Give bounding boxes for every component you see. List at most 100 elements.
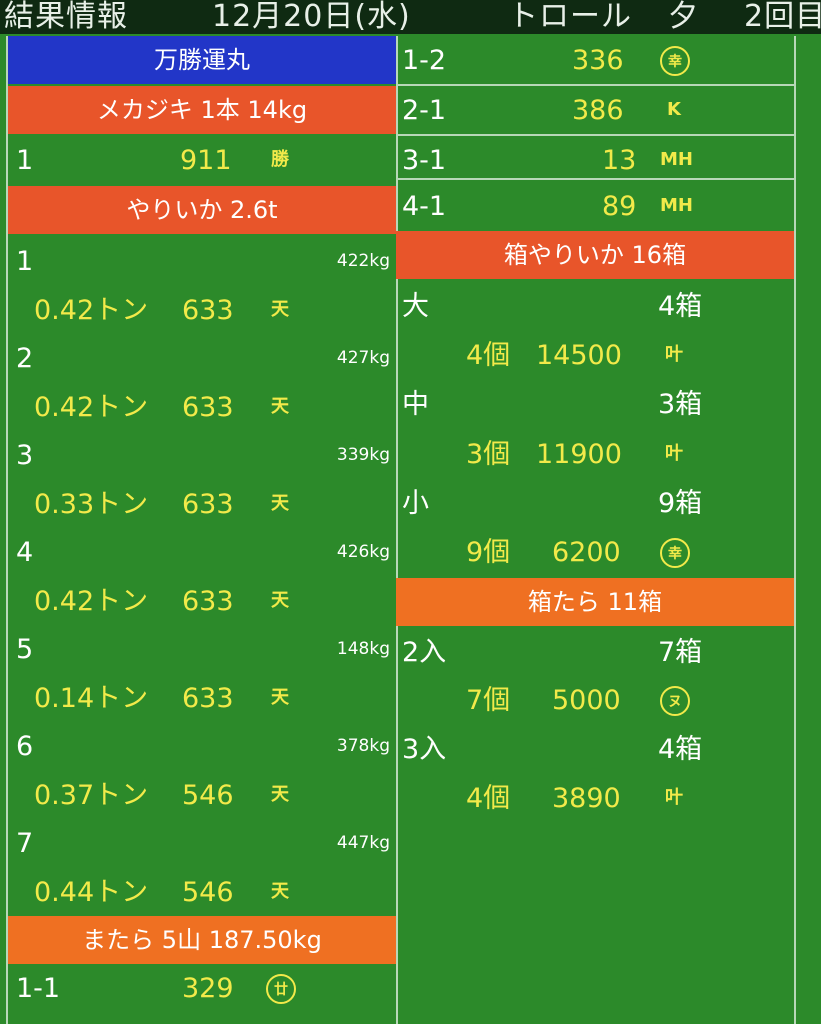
title-bar: 結果情報 12月20日(水) トロール 夕 2回目 <box>0 0 821 34</box>
yariika-item-line: 4 426kg <box>8 528 396 577</box>
lot-number: 1 <box>16 246 34 277</box>
buyer-mark-icon: 天 <box>271 687 289 708</box>
tonnage: 0.44トン <box>34 877 149 908</box>
price: 633 <box>182 295 234 326</box>
title-label: 結果情報 <box>4 0 128 34</box>
title-date: 12月20日(水) <box>212 0 411 34</box>
grade-row: 中 3箱 <box>396 380 794 429</box>
buyer-mark-icon: 幸 <box>660 538 690 568</box>
price: 329 <box>182 973 234 1004</box>
buyer-mark-icon: 叶 <box>665 787 683 808</box>
price: 546 <box>182 877 234 908</box>
grade-boxes: 7箱 <box>658 637 703 668</box>
buyer-mark-icon: 廿 <box>266 974 296 1004</box>
buyer-mark-icon: 叶 <box>665 443 683 464</box>
grade-size: 2入 <box>402 637 447 668</box>
lot-number: 2-1 <box>402 95 447 126</box>
buyer-mark-icon: 天 <box>271 396 289 417</box>
lot-weight: 422kg <box>336 251 390 271</box>
price: 633 <box>182 586 234 617</box>
lot-weight: 447kg <box>336 833 390 853</box>
piece-count: 4個 <box>466 340 511 371</box>
hako-tara-header-label: 箱たら 11箱 <box>527 588 663 616</box>
hako-yariika-header-label: 箱やりいか 16箱 <box>503 241 687 269</box>
lot-weight: 426kg <box>336 542 390 562</box>
lot-weight: 339kg <box>336 445 390 465</box>
buyer-mark-icon: 天 <box>271 493 289 514</box>
lot-number: 3-1 <box>402 145 447 176</box>
mekajiki-row: 1 911 勝 <box>8 136 396 185</box>
buyer-mark-icon: MH <box>660 195 693 216</box>
piece-count: 7個 <box>466 685 511 716</box>
grade-detail-row: 9個 6200 幸 <box>396 528 794 577</box>
right-column: 1-2 336 幸 2-1 386 K 3-1 13 MH 4-1 89 MH … <box>396 36 796 1024</box>
buyer-mark-icon: K <box>667 99 681 120</box>
buyer-mark-icon: 叶 <box>665 344 683 365</box>
price: 336 <box>572 45 624 76</box>
yariika-item-detail: 0.37トン 546 天 <box>8 771 396 820</box>
yariika-item-detail: 0.42トン 633 天 <box>8 577 396 626</box>
lot-number: 1 <box>16 145 34 176</box>
buyer-mark-icon: ヌ <box>660 686 690 716</box>
tonnage: 0.37トン <box>34 780 149 811</box>
madara-row: 1-1 329 廿 <box>8 964 396 1013</box>
yariika-item-line: 5 148kg <box>8 625 396 674</box>
grade-detail-row: 4個 3890 叶 <box>396 774 794 823</box>
price: 546 <box>182 780 234 811</box>
grade-row: 小 9箱 <box>396 479 794 528</box>
price: 3890 <box>552 783 621 814</box>
title-round: 2回目 <box>744 0 821 34</box>
yariika-item-line: 6 378kg <box>8 722 396 771</box>
ship-name-band: 万勝運丸 <box>8 36 396 84</box>
lot-number: 4-1 <box>402 191 447 222</box>
piece-count: 3個 <box>466 439 511 470</box>
grade-detail-row: 3個 11900 叶 <box>396 430 794 479</box>
madara-row: 3-1 13 MH <box>396 136 794 185</box>
lot-number: 1-2 <box>402 45 447 76</box>
madara-header: またら 5山 187.50kg <box>8 916 396 964</box>
mekajiki-header: メカジキ 1本 14kg <box>8 86 396 134</box>
left-column: 万勝運丸 メカジキ 1本 14kg 1 911 勝 やりいか 2.6t 1 42… <box>6 36 398 1024</box>
yariika-item-line: 2 427kg <box>8 334 396 383</box>
lot-number: 4 <box>16 537 34 568</box>
mekajiki-header-label: メカジキ 1本 14kg <box>96 96 308 124</box>
madara-row: 1-2 336 幸 <box>396 36 794 85</box>
madara-header-label: またら 5山 187.50kg <box>82 926 322 954</box>
price: 6200 <box>552 537 621 568</box>
yariika-item-detail: 0.44トン 546 天 <box>8 868 396 917</box>
title-session: 夕 <box>668 0 699 34</box>
grade-boxes: 9箱 <box>658 488 703 519</box>
buyer-mark-icon: MH <box>660 149 693 170</box>
piece-count: 9個 <box>466 537 511 568</box>
price: 911 <box>180 145 232 176</box>
buyer-mark-icon: 天 <box>271 590 289 611</box>
grade-row: 大 4箱 <box>396 282 794 331</box>
yariika-item-line: 3 339kg <box>8 431 396 480</box>
yariika-header-label: やりいか 2.6t <box>126 196 278 224</box>
price: 386 <box>572 95 624 126</box>
row-divider <box>396 134 794 136</box>
price: 89 <box>602 191 637 222</box>
lot-number: 3 <box>16 440 34 471</box>
buyer-mark-icon: 天 <box>271 881 289 902</box>
tonnage: 0.33トン <box>34 489 149 520</box>
lot-number: 7 <box>16 828 34 859</box>
lot-number: 2 <box>16 343 34 374</box>
row-divider <box>396 178 794 180</box>
buyer-mark-icon: 天 <box>271 299 289 320</box>
yariika-header: やりいか 2.6t <box>8 186 396 234</box>
madara-row: 4-1 89 MH <box>396 182 794 231</box>
lot-weight: 378kg <box>336 736 390 756</box>
grade-boxes: 4箱 <box>658 734 703 765</box>
yariika-item-detail: 0.33トン 633 天 <box>8 480 396 529</box>
price: 11900 <box>536 439 622 470</box>
yariika-item-detail: 0.42トン 633 天 <box>8 286 396 335</box>
hako-yariika-header: 箱やりいか 16箱 <box>396 231 794 279</box>
buyer-mark-icon: 幸 <box>660 46 690 76</box>
ship-name: 万勝運丸 <box>154 46 250 74</box>
grade-boxes: 4箱 <box>658 291 703 322</box>
lot-weight: 427kg <box>336 348 390 368</box>
buyer-mark-icon: 天 <box>271 784 289 805</box>
grade-detail-row: 4個 14500 叶 <box>396 331 794 380</box>
lot-number: 5 <box>16 634 34 665</box>
